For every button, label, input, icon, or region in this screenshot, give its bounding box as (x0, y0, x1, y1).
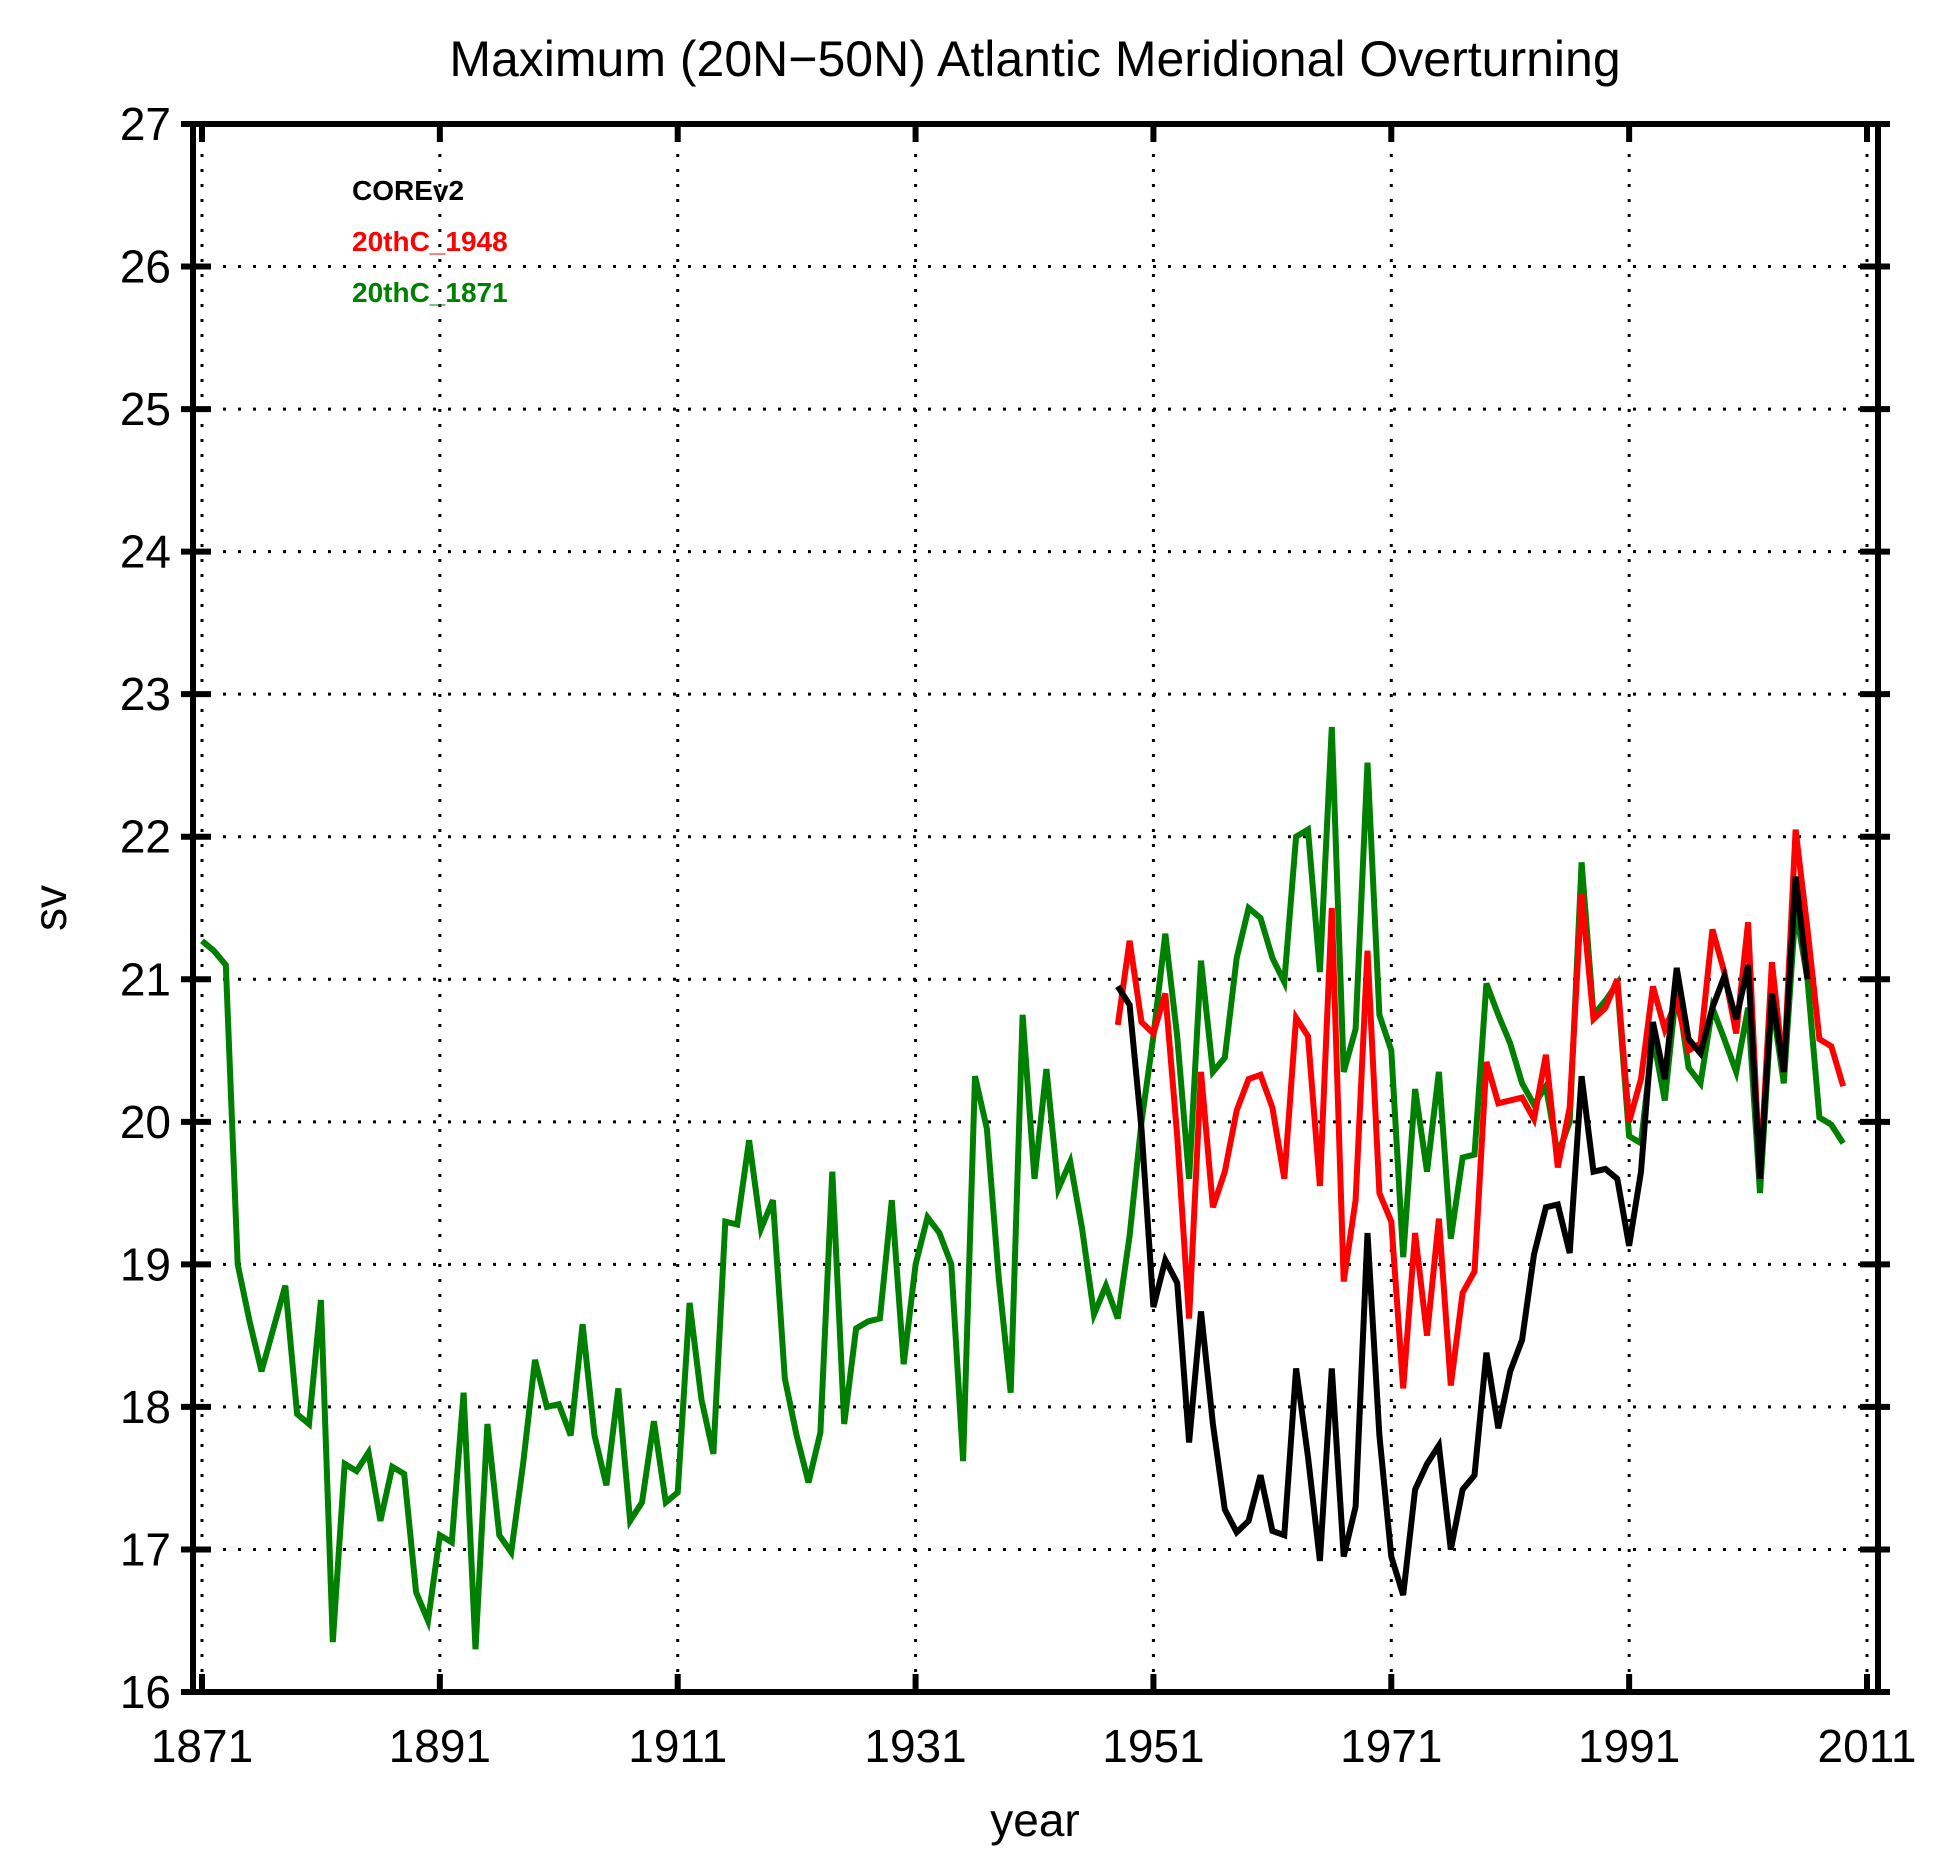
y-tick-label: 25 (120, 383, 171, 435)
x-tick-label: 1911 (628, 1720, 727, 1772)
y-tick-label: 27 (120, 98, 171, 150)
y-tick-label: 24 (120, 526, 171, 578)
ticks: 1871 1891 1911 1931 1951 1971 1991 2011 16 17 18 19… (120, 98, 1917, 1772)
x-tick-label: 2011 (1818, 1720, 1917, 1772)
legend-entry-20thc-1871: 20thC_1871 (352, 277, 508, 308)
legend-entry-corev2: COREv2 (352, 175, 464, 206)
x-tick-label: 1891 (389, 1720, 491, 1772)
x-axis-label: year (990, 1794, 1079, 1846)
series-lines (200, 726, 1847, 1650)
plot-frame (190, 121, 1881, 1695)
y-tick-label: 17 (120, 1523, 171, 1575)
legend-entry-20thc-1948: 20thC_1948 (352, 226, 508, 257)
y-tick-label: 23 (120, 668, 171, 720)
y-axis-label: sv (24, 885, 76, 931)
x-tick-label: 1971 (1340, 1720, 1442, 1772)
y-tick-label: 16 (120, 1666, 171, 1718)
series-line-corev2 (1115, 876, 1811, 1596)
x-tick-label: 1931 (864, 1720, 966, 1772)
series-line-20thc-1948 (1114, 829, 1847, 1389)
y-tick-label: 21 (120, 953, 171, 1005)
chart-title: Maximum (20N−50N) Atlantic Meridional Ov… (449, 31, 1620, 87)
x-tick-label: 1951 (1102, 1720, 1204, 1772)
x-tick-label: 1991 (1578, 1720, 1680, 1772)
y-tick-label: 19 (120, 1238, 171, 1290)
y-tick-label: 26 (120, 241, 171, 293)
y-tick-label: 18 (120, 1381, 171, 1433)
y-tick-label: 20 (120, 1096, 171, 1148)
legend: COREv2 20thC_1948 20thC_1871 (352, 175, 508, 308)
series-line-20thc-1871 (200, 726, 1846, 1650)
y-tick-label: 22 (120, 811, 171, 863)
x-tick-label: 1871 (151, 1720, 253, 1772)
grid (193, 124, 1878, 1692)
